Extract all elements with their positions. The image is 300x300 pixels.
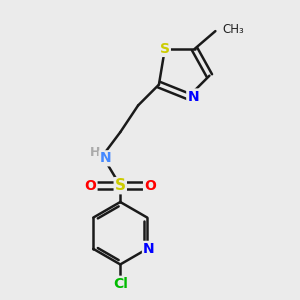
Text: N: N: [143, 242, 154, 256]
Text: S: S: [115, 178, 126, 193]
Text: Cl: Cl: [113, 277, 128, 291]
Text: H: H: [90, 146, 100, 159]
Text: S: S: [160, 42, 170, 56]
Text: N: N: [100, 151, 111, 165]
Text: N: N: [187, 89, 199, 103]
Text: O: O: [144, 179, 156, 193]
Text: CH₃: CH₃: [223, 23, 244, 36]
Text: O: O: [85, 179, 97, 193]
